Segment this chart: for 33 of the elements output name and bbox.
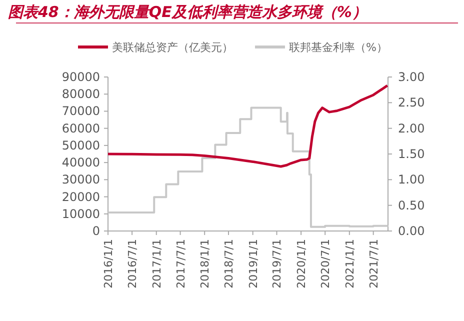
y-tick-label: 0 [92,224,100,238]
x-tick-label: 2016/1/1 [102,239,115,288]
x-tick-label: 2020/7/1 [319,239,332,288]
y-tick-label: 40000 [62,156,100,170]
y2-tick-label: 1.50 [398,147,425,161]
y-tick-label: 30000 [62,172,100,187]
y2-tick-label: 0.00 [398,224,425,238]
x-tick-label: 2021/7/1 [367,239,380,288]
chart-title: 图表48：海外无限量QE及低利率营造水多环境（%） [8,3,367,21]
legend-label: 美联储总资产（亿美元） [112,41,233,54]
line-series [106,84,389,168]
y-tick-label: 90000 [62,70,100,84]
x-tick-label: 2020/1/1 [295,239,308,288]
x-tick-label: 2017/1/1 [150,239,164,288]
x-tick-label: 2018/7/1 [222,239,236,288]
y-tick-label: 20000 [62,190,100,204]
y2-tick-label: 0.50 [398,198,425,212]
x-tick-label: 2021/1/1 [343,239,356,288]
x-tick-label: 2019/7/1 [270,239,284,288]
x-tick-label: 2016/7/1 [126,239,140,288]
y-tick-label: 60000 [62,121,100,136]
y-tick-label: 80000 [62,87,100,102]
legend-label: 联邦基金利率（%） [289,41,388,54]
y2-tick-label: 1.00 [398,172,425,187]
x-tick-label: 2018/1/1 [198,239,212,288]
y2-tick-label: 2.50 [398,96,425,110]
y2-tick-label: 2.00 [398,121,425,136]
y-tick-label: 10000 [62,206,100,221]
x-tick-label: 2017/7/1 [174,239,188,288]
y2-tick-label: 3.00 [398,70,425,84]
x-tick-label: 2019/1/1 [246,239,260,288]
y-tick-label: 70000 [62,104,100,118]
y-tick-label: 50000 [62,138,100,152]
